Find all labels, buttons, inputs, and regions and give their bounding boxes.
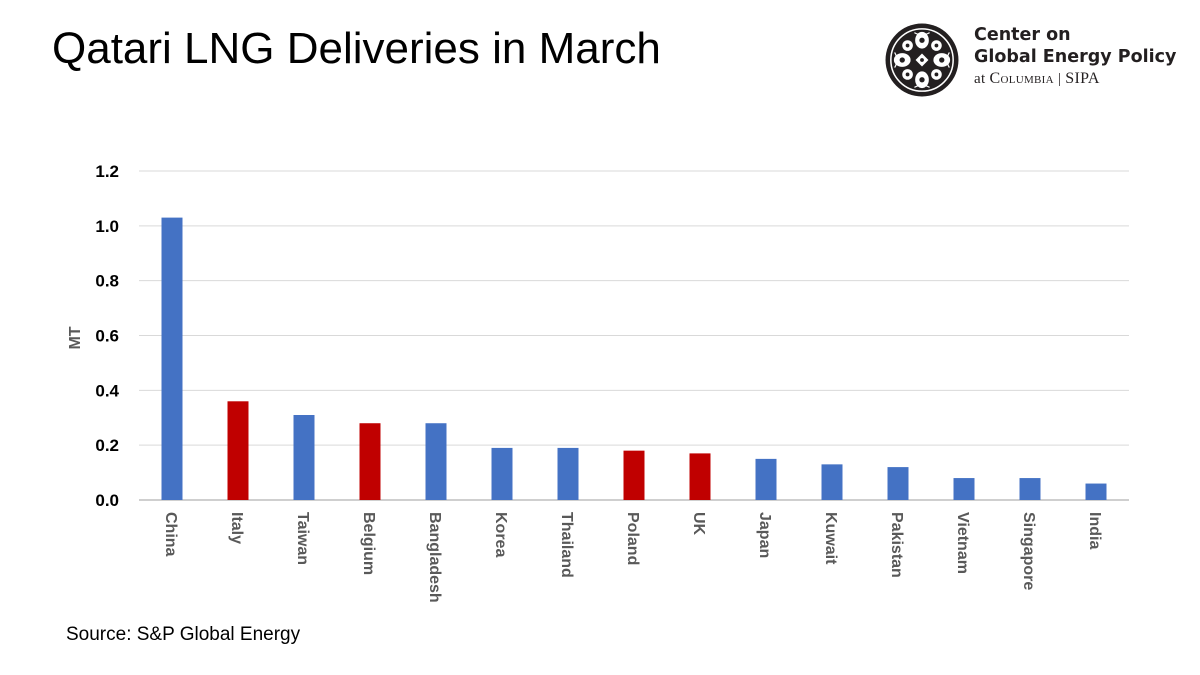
x-tick-label-china: China xyxy=(162,512,179,557)
x-tick-label-poland: Poland xyxy=(624,512,641,565)
x-tick-label-singapore: Singapore xyxy=(1020,512,1037,590)
y-tick-label: 0.8 xyxy=(95,272,119,291)
bar-italy xyxy=(227,401,249,500)
logo-at: at xyxy=(974,71,990,87)
logo-line-1: Center on xyxy=(974,25,1071,45)
logo-sipa: SIPA xyxy=(1065,70,1100,87)
x-tick-label-belgium: Belgium xyxy=(360,512,377,575)
y-tick-label: 1.2 xyxy=(95,162,119,181)
bar-uk xyxy=(689,453,711,500)
bar-singapore xyxy=(1019,478,1041,500)
logo-wordmark: Center on Global Energy Policy at Columb… xyxy=(974,24,1176,89)
x-tick-label-japan: Japan xyxy=(756,512,773,558)
x-tick-label-thailand: Thailand xyxy=(558,512,575,578)
bar-korea xyxy=(491,447,513,500)
x-axis-category-labels: China Italy Taiwan Belgium Bangladesh Korea Th… xyxy=(162,512,1103,603)
logo-line-2: Global Energy Policy xyxy=(974,47,1177,67)
y-tick-label: 0.4 xyxy=(95,381,119,400)
x-tick-label-pakistan: Pakistan xyxy=(888,512,905,578)
logo-columbia: Columbia xyxy=(989,70,1054,87)
y-tick-label: 1.0 xyxy=(95,217,119,236)
columbia-crown-seal-icon xyxy=(885,23,959,97)
bar-china xyxy=(161,217,183,500)
x-tick-label-bangladesh: Bangladesh xyxy=(426,512,443,603)
logo-line-3: at Columbia | SIPA xyxy=(974,69,1176,89)
bar-japan xyxy=(755,458,777,500)
x-tick-label-korea: Korea xyxy=(492,512,509,557)
y-tick-label: 0.2 xyxy=(95,436,119,455)
logo-separator: | xyxy=(1053,71,1066,87)
y-tick-label: 0.0 xyxy=(95,491,119,510)
x-tick-label-kuwait: Kuwait xyxy=(822,512,839,565)
bar-belgium xyxy=(359,423,381,500)
bar-vietnam xyxy=(953,478,975,500)
bar-kuwait xyxy=(821,464,843,500)
y-axis-tick-labels: 0.0 0.2 0.4 0.6 0.8 1.0 1.2 xyxy=(95,162,119,510)
bar-bangladesh xyxy=(425,423,447,500)
bar-pakistan xyxy=(887,467,909,500)
bar-poland xyxy=(623,450,645,500)
x-tick-label-vietnam: Vietnam xyxy=(954,512,971,574)
bars xyxy=(161,217,1107,500)
y-axis-title: MT xyxy=(67,326,84,349)
page-title: Qatari LNG Deliveries in March xyxy=(52,24,661,73)
bar-thailand xyxy=(557,447,579,500)
source-note: Source: S&P Global Energy xyxy=(66,624,301,645)
x-tick-label-italy: Italy xyxy=(228,512,245,544)
center-on-global-energy-policy-logo: Center on Global Energy Policy at Columb… xyxy=(884,22,1194,102)
x-tick-label-india: India xyxy=(1086,512,1103,549)
y-tick-label: 0.6 xyxy=(95,327,119,346)
bar-india xyxy=(1085,483,1107,500)
x-tick-label-uk: UK xyxy=(690,512,707,536)
x-tick-label-taiwan: Taiwan xyxy=(294,512,311,565)
bar-taiwan xyxy=(293,415,315,500)
